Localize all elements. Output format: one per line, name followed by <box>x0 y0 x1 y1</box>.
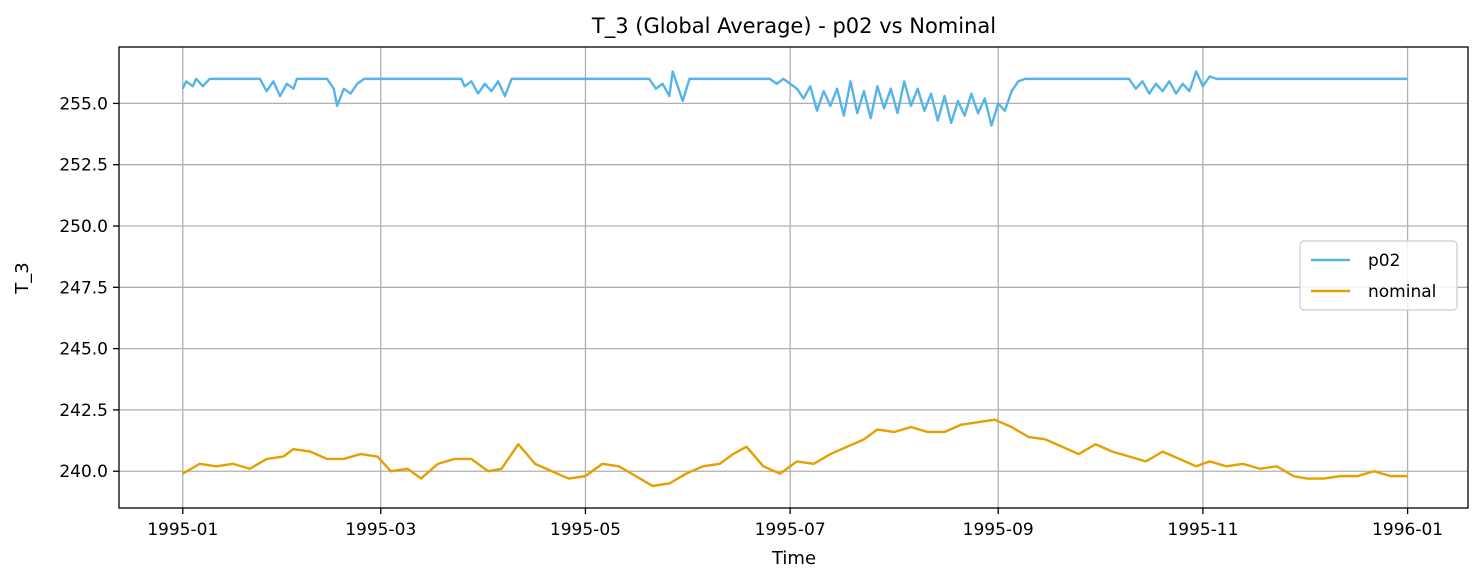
x-tick-label-1995-05: 1995-05 <box>550 520 621 540</box>
plot-frame <box>118 46 1469 509</box>
y-tick-label-250-0: 250.0 <box>59 217 108 237</box>
series-line-p02 <box>181 70 1408 127</box>
legend-label-nominal: nominal <box>1368 282 1436 302</box>
y-tick-label-247-5: 247.5 <box>59 278 108 298</box>
series-layer <box>181 70 1408 488</box>
x-tick-label-1995-03: 1995-03 <box>345 520 416 540</box>
y-tick-label-240-0: 240.0 <box>59 462 108 482</box>
chart-title: T_3 (Global Average) - p02 vs Nominal <box>591 14 996 39</box>
series-line-nominal <box>182 418 1408 488</box>
x-axis-title: Time <box>771 548 816 569</box>
y-tick-label-252-5: 252.5 <box>59 156 108 176</box>
y-axis-title: T_3 <box>12 262 33 294</box>
y-tick-label-245-0: 245.0 <box>59 340 108 360</box>
x-tick-label-1995-07: 1995-07 <box>755 520 826 540</box>
y-tick-label-255-0: 255.0 <box>59 94 108 114</box>
tick-layer: 240.0 242.5 245.0 247.5 250.0 252.5 255.0 1995-… <box>59 94 1443 540</box>
legend-label-p02: p02 <box>1368 251 1400 271</box>
legend: p02 nominal <box>1299 240 1458 311</box>
x-tick-label-1995-09: 1995-09 <box>963 520 1034 540</box>
x-tick-label-1996-01: 1996-01 <box>1372 520 1443 540</box>
legend-box <box>1299 240 1458 311</box>
x-tick-label-1995-11: 1995-11 <box>1167 520 1238 540</box>
x-tick-label-1995-01: 1995-01 <box>147 520 218 540</box>
y-tick-label-242-5: 242.5 <box>59 401 108 421</box>
